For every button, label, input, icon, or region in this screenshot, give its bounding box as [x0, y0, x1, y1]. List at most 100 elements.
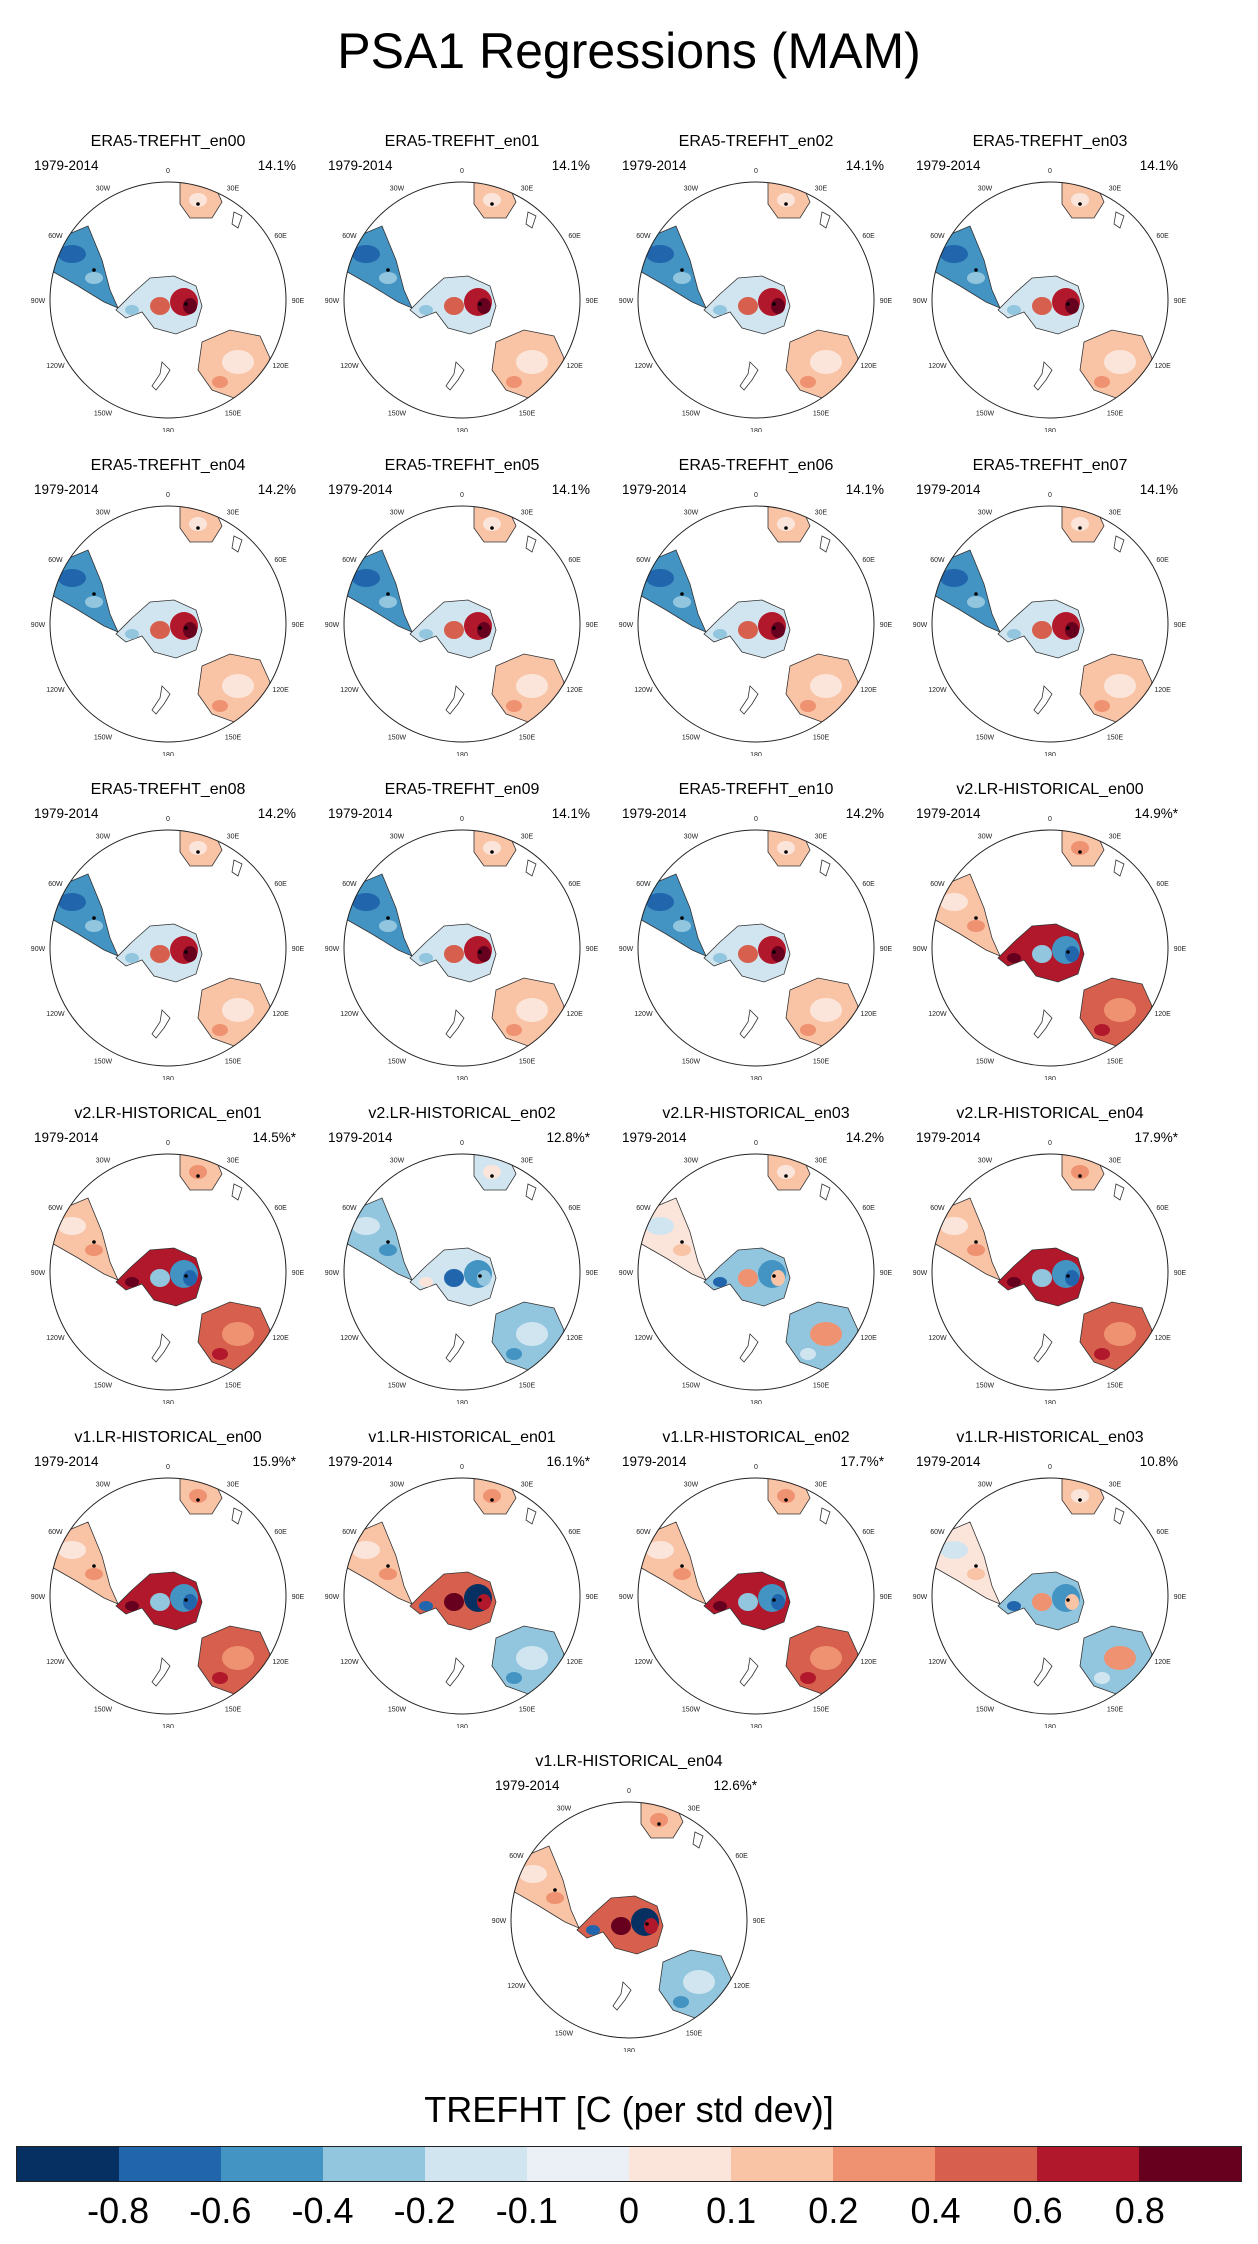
- south-america-anomaly: [85, 1244, 103, 1256]
- africa-anomaly: [483, 193, 501, 207]
- south-america-anomaly: [673, 1244, 691, 1256]
- new-zealand-outline: [445, 1009, 465, 1039]
- longitude-label: 90E: [880, 1594, 893, 1601]
- australia-anomaly: [1094, 700, 1110, 712]
- longitude-label: 60W: [48, 881, 63, 888]
- longitude-label: 90W: [325, 946, 340, 953]
- panel-title: v1.LR-HISTORICAL_en04: [535, 1753, 723, 1770]
- longitude-label: 0: [754, 492, 758, 499]
- longitude-label: 150E: [1107, 735, 1124, 742]
- panel-variance-pct: 14.2%: [845, 1130, 884, 1145]
- colorbar-segment: [323, 2147, 425, 2181]
- longitude-label: 0: [460, 492, 464, 499]
- longitude-label: 120W: [46, 1335, 65, 1342]
- australia-anomaly: [1104, 998, 1136, 1022]
- longitude-label: 0: [166, 816, 170, 823]
- longitude-label: 0: [166, 1464, 170, 1471]
- panel-variance-pct: 16.1%*: [546, 1454, 590, 1469]
- polar-map: 0 30E 60E 90E 120E 150E 180 150W 120W 90W 60W 30W: [913, 1140, 1187, 1404]
- longitude-label: 60E: [1156, 1529, 1169, 1536]
- longitude-label: 60E: [862, 881, 875, 888]
- longitude-label: 30W: [978, 185, 993, 192]
- longitude-label: 60E: [862, 233, 875, 240]
- longitude-label: 30E: [521, 1481, 534, 1488]
- antarctica-anomaly: [477, 1270, 491, 1286]
- longitude-label: 150W: [976, 1383, 995, 1390]
- colorbar-tick-label: 0.4: [910, 2190, 961, 2231]
- madagascar-outline: [819, 211, 831, 229]
- longitude-label: 30E: [1109, 1481, 1122, 1488]
- map-panel: v2.LR-HISTORICAL_en03 1979-2014 14.2% 0 30E 6…: [616, 1104, 896, 1404]
- map-border: [637, 1477, 875, 1715]
- map-panel: ERA5-TREFHT_en02 1979-2014 14.1% 0 30E 60E 90E…: [616, 132, 896, 432]
- africa-anomaly: [189, 517, 207, 531]
- significance-dot: [680, 1564, 684, 1568]
- australia-anomaly: [212, 700, 228, 712]
- africa-anomaly: [777, 517, 795, 531]
- map-border: [637, 829, 875, 1067]
- antarctica-anomaly: [419, 305, 433, 315]
- africa-anomaly: [1071, 193, 1089, 207]
- longitude-label: 60E: [735, 1853, 748, 1860]
- longitude-label: 120E: [566, 1011, 583, 1018]
- longitude-label: 60W: [636, 1529, 651, 1536]
- panel-title: ERA5-TREFHT_en05: [384, 457, 540, 474]
- longitude-label: 150E: [813, 1059, 830, 1066]
- panel-title: v2.LR-HISTORICAL_en02: [368, 1105, 556, 1122]
- australia-anomaly: [800, 1024, 816, 1036]
- panel-period: 1979-2014: [34, 158, 99, 173]
- south-america-anomaly: [379, 920, 397, 932]
- significance-dot: [553, 1888, 557, 1892]
- africa-anomaly: [189, 1489, 207, 1503]
- australia-anomaly: [506, 1024, 522, 1036]
- map-panel: v1.LR-HISTORICAL_en03 1979-2014 10.8% 0 30E 6…: [910, 1428, 1190, 1728]
- south-america-anomaly: [352, 245, 380, 263]
- significance-dot: [490, 1174, 494, 1178]
- map-panel: v1.LR-HISTORICAL_en01 1979-2014 16.1%* 0 30E…: [322, 1428, 602, 1728]
- significance-dot: [772, 1274, 776, 1278]
- antarctica-anomaly: [738, 297, 758, 315]
- panel-period: 1979-2014: [328, 158, 393, 173]
- longitude-label: 90W: [913, 298, 928, 305]
- longitude-label: 180: [456, 752, 468, 756]
- significance-dot: [657, 1822, 661, 1826]
- longitude-label: 90E: [880, 622, 893, 629]
- longitude-label: 90E: [586, 622, 599, 629]
- antarctica-anomaly: [150, 1593, 170, 1611]
- panel-title: ERA5-TREFHT_en04: [90, 457, 246, 474]
- antarctica-anomaly: [1007, 305, 1021, 315]
- longitude-label: 60E: [568, 233, 581, 240]
- australia-anomaly: [810, 998, 842, 1022]
- longitude-label: 30W: [96, 1157, 111, 1164]
- antarctica-anomaly: [1065, 946, 1079, 962]
- significance-dot: [784, 1498, 788, 1502]
- longitude-label: 180: [750, 1400, 762, 1404]
- antarctica-anomaly: [771, 1594, 785, 1610]
- australia-anomaly: [516, 350, 548, 374]
- longitude-label: 120W: [928, 1011, 947, 1018]
- significance-dot: [680, 916, 684, 920]
- longitude-label: 120W: [928, 1335, 947, 1342]
- longitude-label: 60W: [48, 233, 63, 240]
- new-zealand-outline: [151, 1657, 171, 1687]
- panel-title: v1.LR-HISTORICAL_en01: [368, 1429, 556, 1446]
- longitude-label: 90E: [292, 946, 305, 953]
- new-zealand-outline: [151, 685, 171, 715]
- antarctica-anomaly: [477, 298, 491, 314]
- longitude-label: 120E: [272, 1335, 289, 1342]
- longitude-label: 60W: [342, 233, 357, 240]
- polar-map: 0 30E 60E 90E 120E 150E 180 150W 120W 90W 60W 30W: [619, 1140, 893, 1404]
- longitude-label: 150E: [1107, 1059, 1124, 1066]
- polar-map: 0 30E 60E 90E 120E 150E 180 150W 120W 90W 60W 30W: [325, 1464, 599, 1728]
- longitude-label: 60W: [342, 881, 357, 888]
- antarctica-anomaly: [419, 1277, 433, 1287]
- longitude-label: 60E: [274, 557, 287, 564]
- longitude-label: 120E: [860, 363, 877, 370]
- panel-period: 1979-2014: [495, 1778, 560, 1793]
- longitude-label: 90W: [31, 1270, 46, 1277]
- south-america-anomaly: [85, 596, 103, 608]
- antarctica-anomaly: [1007, 629, 1021, 639]
- panel-variance-pct: 14.1%: [845, 482, 884, 497]
- longitude-label: 30E: [815, 1481, 828, 1488]
- significance-dot: [92, 1564, 96, 1568]
